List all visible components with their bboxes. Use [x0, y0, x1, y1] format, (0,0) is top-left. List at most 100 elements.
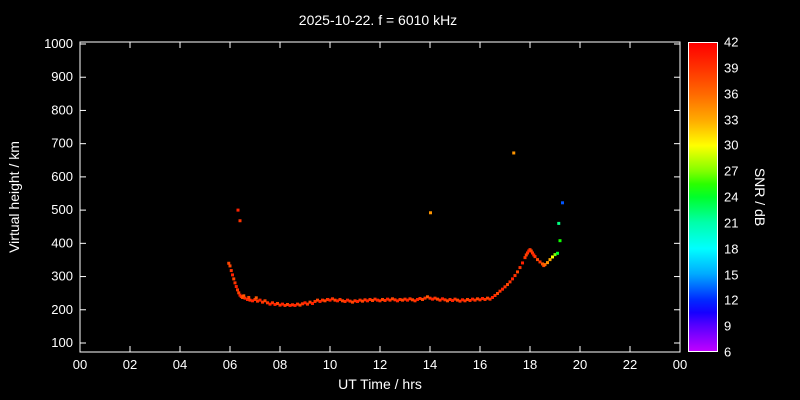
data-point	[443, 298, 447, 302]
data-point	[513, 274, 517, 278]
data-point	[386, 297, 389, 301]
x-tick-label: 08	[273, 357, 287, 372]
data-point	[471, 297, 474, 301]
data-point	[303, 301, 307, 305]
data-point	[553, 253, 557, 257]
data-point	[232, 277, 236, 281]
x-tick-label: 06	[223, 357, 237, 372]
data-point	[488, 297, 492, 301]
data-point	[248, 298, 252, 302]
data-point	[331, 297, 334, 301]
data-point	[231, 273, 234, 277]
data-point	[228, 264, 232, 268]
y-tick-label: 100	[51, 335, 73, 350]
data-point	[448, 297, 452, 301]
y-tick-label: 600	[51, 169, 73, 184]
data-point	[548, 258, 552, 262]
data-point	[473, 298, 477, 302]
data-point	[531, 251, 534, 255]
data-point	[541, 262, 544, 266]
data-point	[361, 299, 364, 303]
data-point	[376, 298, 379, 302]
data-point	[281, 302, 284, 306]
data-point	[481, 296, 484, 300]
y-tick-label: 500	[51, 202, 73, 217]
data-point	[418, 296, 422, 300]
data-point	[551, 255, 554, 259]
x-tick-label: 16	[473, 357, 487, 372]
data-point	[366, 299, 369, 303]
data-point	[311, 301, 314, 305]
data-point	[237, 291, 241, 295]
data-point	[283, 303, 287, 307]
data-point	[351, 300, 354, 304]
data-point	[458, 299, 462, 303]
data-point	[326, 297, 329, 301]
data-point	[242, 294, 246, 298]
data-point	[401, 298, 404, 302]
data-point	[363, 298, 367, 302]
data-point	[288, 303, 292, 307]
data-point	[278, 303, 282, 307]
data-point	[557, 221, 561, 225]
data-point	[321, 298, 324, 302]
data-point	[246, 297, 249, 301]
data-point	[268, 302, 272, 306]
data-point	[503, 285, 507, 289]
y-tick-label: 300	[51, 269, 73, 284]
data-point	[243, 296, 247, 300]
data-point	[478, 298, 482, 302]
y-tick-label: 400	[51, 235, 73, 250]
data-point	[516, 270, 519, 274]
data-point	[436, 297, 439, 301]
data-point	[493, 293, 497, 297]
data-point	[318, 299, 322, 303]
data-point	[391, 297, 394, 301]
data-point	[383, 298, 387, 302]
data-point	[558, 239, 562, 243]
data-point	[236, 208, 240, 212]
x-tick-label: 00	[673, 357, 687, 372]
data-point	[406, 298, 409, 302]
y-tick-label: 800	[51, 102, 73, 117]
data-point	[358, 298, 362, 302]
data-point	[236, 288, 239, 292]
data-point	[491, 295, 494, 299]
data-point	[316, 298, 319, 302]
colorbar-label: SNR / dB	[752, 167, 768, 227]
y-tick-label: 700	[51, 136, 73, 151]
data-point	[398, 297, 402, 301]
data-point	[258, 298, 262, 302]
data-point	[543, 263, 547, 267]
data-point	[526, 251, 529, 255]
data-point	[421, 297, 424, 301]
data-point	[453, 297, 457, 301]
data-point	[561, 201, 564, 205]
data-point	[266, 301, 269, 305]
data-point	[378, 299, 382, 303]
data-point	[411, 298, 414, 302]
data-point	[393, 298, 397, 302]
data-point	[508, 280, 512, 284]
data-point	[234, 285, 238, 289]
data-point	[263, 299, 267, 303]
data-point	[483, 297, 487, 301]
x-tick-label: 00	[73, 357, 87, 372]
x-tick-label: 18	[523, 357, 537, 372]
data-point	[423, 296, 427, 300]
chart-title: 2025-10-22. f = 6010 kHz	[298, 12, 458, 28]
data-point	[251, 299, 254, 303]
data-point	[461, 298, 464, 302]
data-point	[521, 261, 524, 265]
data-point	[446, 299, 449, 303]
y-tick-label: 1000	[44, 36, 73, 51]
data-point	[368, 297, 372, 301]
data-point	[451, 298, 454, 302]
data-point	[336, 299, 339, 303]
x-tick-label: 04	[173, 357, 187, 372]
data-point	[346, 298, 349, 302]
data-point	[323, 299, 327, 303]
data-point	[333, 298, 337, 302]
